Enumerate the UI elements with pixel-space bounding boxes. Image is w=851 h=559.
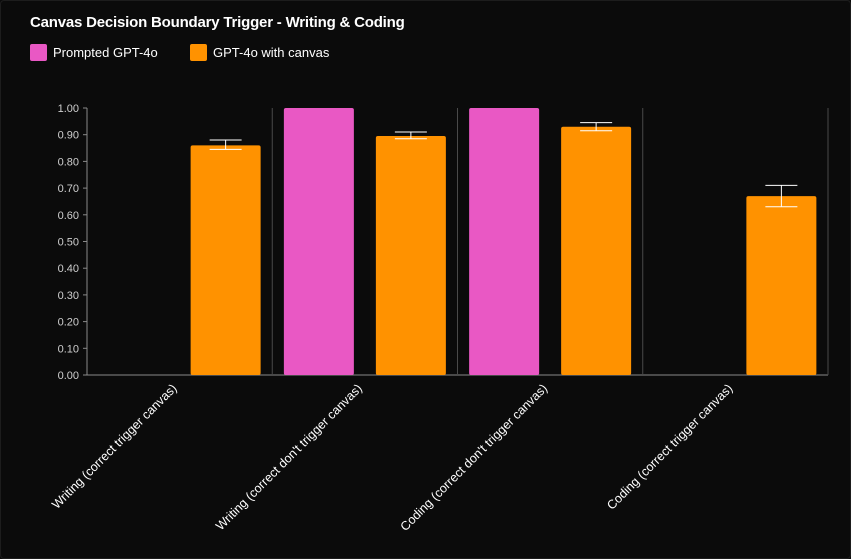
bar-1-3 <box>746 196 817 375</box>
y-tick-label: 0.60 <box>58 210 79 222</box>
legend-item-prompted-gpt4o: Prompted GPT-4o <box>30 44 158 61</box>
y-tick-label: 0.30 <box>58 290 79 302</box>
bar-1-1 <box>375 136 446 375</box>
y-tick-label: 0.50 <box>58 237 79 249</box>
category-label: Coding (correct trigger canvas) <box>604 381 735 512</box>
y-tick-label: 0.00 <box>58 370 79 382</box>
y-tick-label: 0.10 <box>58 343 79 355</box>
legend-item-gpt4o-canvas: GPT-4o with canvas <box>190 44 329 61</box>
y-tick-label: 0.90 <box>58 130 79 142</box>
category-label: Coding (correct don't trigger canvas) <box>398 381 551 534</box>
y-tick-label: 0.80 <box>58 156 79 168</box>
bar-0-1 <box>283 108 354 375</box>
bar-1-2 <box>561 126 632 375</box>
y-tick-label: 0.70 <box>58 183 79 195</box>
legend-label-prompted: Prompted GPT-4o <box>53 45 158 60</box>
legend-label-canvas: GPT-4o with canvas <box>213 45 330 60</box>
bar-1-0 <box>190 145 261 375</box>
y-tick-label: 1.00 <box>58 103 79 115</box>
category-label: Writing (correct don't trigger canvas) <box>213 381 365 533</box>
chart-title: Canvas Decision Boundary Trigger - Writi… <box>30 14 405 31</box>
y-tick-label: 0.40 <box>58 263 79 275</box>
legend-swatch-prompted <box>30 44 47 61</box>
category-label: Writing (correct trigger canvas) <box>49 381 180 512</box>
bar-0-2 <box>469 108 540 375</box>
y-tick-label: 0.20 <box>58 317 79 329</box>
legend-swatch-canvas <box>190 44 207 61</box>
